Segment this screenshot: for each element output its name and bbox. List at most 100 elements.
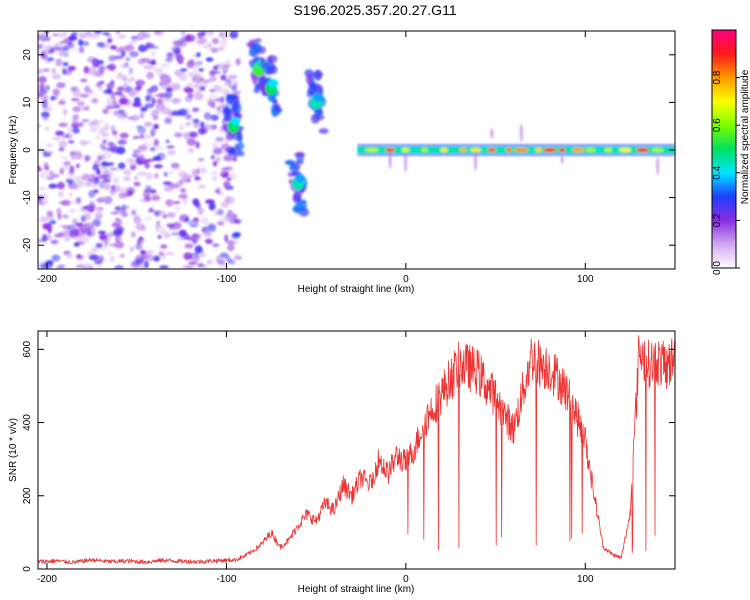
noise-blob — [211, 37, 220, 45]
noise-blob — [106, 38, 112, 44]
noise-blob — [40, 263, 49, 269]
noise-blob — [216, 221, 225, 226]
noise-blob — [166, 149, 176, 156]
burst-halo — [268, 66, 274, 75]
noise-blob — [195, 52, 201, 58]
noise-blob — [133, 175, 139, 181]
noise-blob — [139, 249, 147, 254]
noise-blob — [140, 58, 151, 62]
noise-blob — [153, 139, 160, 147]
noise-blob — [66, 253, 73, 259]
heatmap-burst-5 — [304, 69, 329, 134]
noise-blob — [193, 217, 200, 223]
noise-blob — [81, 106, 89, 111]
burst-halo — [232, 102, 242, 115]
noise-blob — [46, 260, 54, 265]
noise-blob — [145, 172, 154, 181]
burst-halo — [251, 73, 259, 85]
noise-blob — [157, 71, 167, 77]
burst-ring — [268, 79, 279, 88]
noise-blob — [207, 100, 216, 107]
noise-blob — [138, 133, 145, 140]
carrier-peak — [604, 148, 613, 152]
noise-blob — [119, 207, 127, 215]
noise-blob — [140, 159, 149, 165]
noise-blob — [195, 244, 203, 253]
noise-blob — [157, 234, 162, 240]
noise-blob — [109, 255, 115, 263]
heatmap-x-tick-label: -100 — [216, 274, 236, 285]
noise-blob — [188, 71, 193, 77]
noise-blob — [130, 114, 140, 121]
burst-halo — [223, 116, 233, 122]
heatmap-noise-scatter — [38, 31, 243, 269]
noise-blob — [106, 82, 115, 89]
noise-blob — [58, 50, 66, 56]
noise-blob — [38, 44, 44, 50]
noise-blob — [135, 243, 143, 250]
heatmap-burst-4 — [284, 151, 310, 217]
noise-blob — [100, 166, 109, 171]
noise-blob — [138, 263, 146, 269]
noise-blob — [154, 94, 163, 98]
noise-blob — [72, 114, 80, 120]
noise-blob — [178, 229, 187, 237]
noise-blob — [94, 134, 101, 140]
noise-blob — [67, 133, 73, 138]
noise-blob — [63, 108, 68, 116]
noise-blob — [215, 255, 222, 264]
noise-blob — [92, 66, 98, 73]
noise-blob — [46, 57, 55, 61]
noise-blob — [103, 237, 111, 242]
noise-blob — [67, 140, 75, 144]
noise-blob — [42, 116, 49, 121]
noise-blob — [52, 88, 60, 96]
noise-blob — [46, 176, 55, 180]
noise-blob — [171, 83, 181, 91]
snr-x-tick-label: -200 — [37, 574, 57, 585]
noise-blob — [222, 69, 228, 75]
noise-blob — [224, 234, 229, 243]
noise-blob — [151, 52, 156, 56]
noise-blob — [114, 241, 125, 249]
noise-blob — [200, 167, 207, 174]
noise-blob — [95, 198, 104, 203]
noise-blob — [144, 134, 152, 140]
noise-blob — [116, 146, 126, 155]
noise-blob — [39, 201, 47, 206]
noise-blob — [212, 243, 220, 248]
noise-blob — [110, 211, 121, 215]
noise-blob — [61, 155, 68, 160]
noise-blob — [174, 133, 183, 138]
noise-blob — [144, 103, 155, 109]
noise-blob — [224, 59, 232, 64]
noise-blob — [67, 65, 76, 71]
noise-blob — [72, 127, 80, 134]
noise-blob — [95, 206, 104, 212]
noise-blob — [107, 63, 117, 71]
carrier-peak — [571, 148, 585, 152]
noise-blob — [181, 31, 186, 36]
noise-blob — [60, 166, 70, 172]
noise-blob — [51, 73, 62, 80]
noise-blob — [110, 125, 116, 132]
noise-blob — [52, 173, 60, 178]
noise-blob — [78, 255, 85, 260]
noise-blob — [135, 257, 144, 264]
carrier-peak — [618, 148, 632, 152]
burst-halo — [225, 94, 233, 105]
noise-blob — [63, 160, 72, 167]
noise-blob — [113, 113, 123, 117]
noise-blob — [153, 67, 163, 74]
noise-blob — [51, 254, 61, 262]
noise-blob — [78, 39, 84, 47]
noise-blob — [162, 214, 168, 219]
noise-blob — [127, 77, 133, 84]
colorbar-tick-label: 0.4 — [712, 165, 723, 179]
noise-blob — [132, 135, 140, 140]
noise-blob — [81, 119, 90, 123]
carrier-sidelobe — [560, 155, 564, 164]
noise-blob — [145, 254, 155, 262]
noise-blob — [114, 136, 119, 140]
noise-blob — [193, 92, 204, 97]
